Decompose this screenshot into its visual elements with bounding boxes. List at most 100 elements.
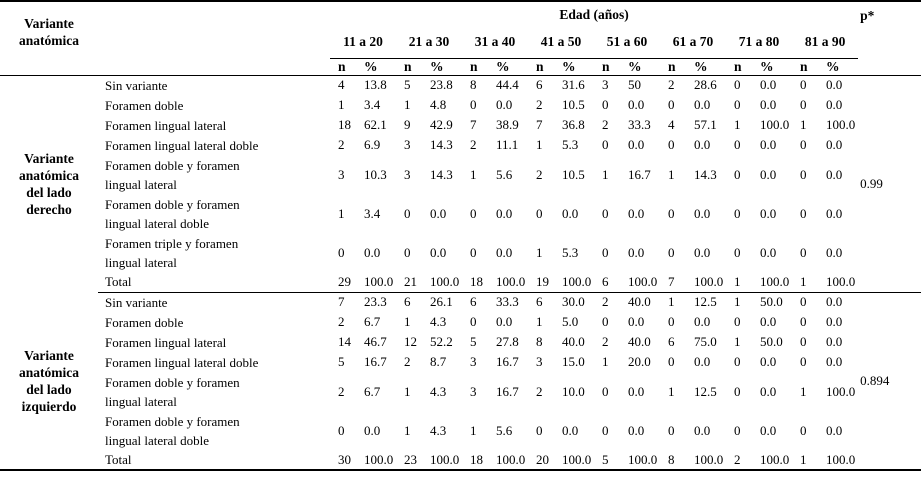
- pct-value-cell: 100.0: [558, 272, 594, 293]
- pct-value-cell: 10.5: [562, 166, 585, 182]
- n-value-cell: 0: [734, 77, 741, 93]
- n-value-cell: 1: [792, 272, 822, 293]
- age-range-header: 11 a 20: [330, 27, 396, 59]
- pct-value-cell: 0.0: [430, 244, 447, 260]
- pct-value-cell: 15.0: [562, 354, 585, 369]
- n-value-cell: 0: [668, 205, 675, 221]
- n-value-cell: 1: [668, 166, 675, 182]
- pct-value-cell: 0.0: [628, 422, 645, 438]
- variant-name-cell: Sin variante: [105, 294, 168, 310]
- n-value-cell: 0: [602, 205, 609, 221]
- n-value-cell: 0: [668, 314, 675, 329]
- n-value-cell: 0: [536, 422, 543, 438]
- pct-value-cell: 0.0: [760, 244, 777, 260]
- pct-value-cell: 100.0: [624, 272, 660, 293]
- pct-value-cell: 100.0: [822, 272, 859, 293]
- group-label: Variante anatómica del lado derecho: [19, 150, 79, 217]
- n-value-cell: 0: [734, 166, 741, 182]
- pct-value-cell: 3.4: [364, 97, 381, 112]
- pct-value-cell: 100.0: [562, 451, 592, 467]
- n-value-cell: 0: [668, 137, 675, 152]
- table-row: Foramen doble 1 3.4 1 4.8 0 0.0 2 10.5 0 0.0 0 0.0 0 0…: [0, 95, 921, 115]
- pct-value-cell: 0.0: [826, 422, 843, 438]
- n-value-cell: 3: [470, 354, 477, 369]
- n-value-cell: 0: [602, 137, 609, 152]
- corner-header-cell: Variante anatómica: [0, 1, 330, 76]
- pct-value-cell: 62.1: [364, 117, 387, 132]
- header-row-age-ranges: 11 a 20 21 a 30 31 a 40 41 a 50 51 a 60 61 a …: [0, 27, 921, 59]
- pct-value-cell: 100.0: [360, 272, 396, 293]
- n-value-cell: 1: [726, 272, 756, 293]
- pct-value-cell: 0.0: [760, 422, 777, 438]
- pct-sub-header: %: [426, 58, 462, 76]
- n-value-cell: 2: [338, 314, 345, 329]
- pct-value-cell: 100.0: [826, 451, 856, 467]
- pct-value-cell: 5.6: [496, 166, 513, 182]
- pct-value-cell: 100.0: [628, 451, 658, 467]
- pct-sub-header: %: [558, 58, 594, 76]
- pct-value-cell: 100.0: [826, 117, 856, 132]
- variant-name-cell: Foramen lingual lateral doble: [105, 137, 259, 153]
- n-value-cell: 1: [734, 334, 741, 349]
- n-sub-header: n: [726, 58, 756, 76]
- pct-value-cell: 50.0: [760, 294, 783, 310]
- n-value-cell: 5: [470, 334, 477, 349]
- table-row: Variante anatómica del lado izquierdo Sin…: [0, 292, 921, 471]
- pct-sub-header: %: [624, 58, 660, 76]
- p-column-header: p*: [858, 1, 921, 76]
- table-row: Foramen doble y foramen lingual lateral …: [0, 411, 921, 450]
- n-value-cell: 0: [800, 294, 807, 310]
- variant-name-cell: Foramen doble: [105, 314, 184, 330]
- n-value-cell: 0: [800, 422, 807, 438]
- pct-value-cell: 0.0: [694, 314, 711, 329]
- n-value-cell: 0: [404, 244, 411, 260]
- pct-value-cell: 0.0: [760, 77, 777, 93]
- n-value-cell: 0: [602, 244, 609, 260]
- pct-value-cell: 0.0: [694, 205, 711, 221]
- pct-value-cell: 0.0: [694, 354, 711, 369]
- n-value-cell: 9: [404, 117, 411, 132]
- pct-value-cell: 12.5: [694, 383, 717, 399]
- n-value-cell: 0: [800, 137, 807, 152]
- pct-value-cell: 0.0: [628, 137, 645, 152]
- pct-value-cell: 23.8: [430, 77, 453, 93]
- pct-value-cell: 4.8: [430, 97, 447, 112]
- pct-value-cell: 0.0: [760, 166, 777, 182]
- n-value-cell: 2: [668, 77, 675, 93]
- n-value-cell: 0: [602, 422, 609, 438]
- pct-value-cell: 0.0: [760, 354, 777, 369]
- n-value-cell: 0: [404, 205, 411, 221]
- variant-name-cell: Foramen lingual lateral: [105, 334, 227, 350]
- pct-value-cell: 6.7: [364, 314, 381, 329]
- pct-value-cell: 5.0: [562, 314, 579, 329]
- pct-value-cell: 100.0: [690, 272, 726, 293]
- pct-value-cell: 0.0: [826, 314, 843, 329]
- pct-value-cell: 57.1: [694, 117, 717, 132]
- age-range-header: 61 a 70: [660, 27, 726, 59]
- n-value-cell: 2: [734, 451, 741, 467]
- pct-value-cell: 23.3: [364, 294, 387, 310]
- pct-value-cell: 6.7: [364, 383, 381, 399]
- n-value-cell: 29: [330, 272, 360, 293]
- n-value-cell: 0: [734, 137, 741, 152]
- pct-value-cell: 46.7: [364, 334, 387, 349]
- pct-value-cell: 5.3: [562, 244, 579, 260]
- pct-value-cell: 100.0: [756, 272, 792, 293]
- pct-value-cell: 3.4: [364, 205, 381, 221]
- table-row: Foramen lingual lateral 14 46.7 12 52.2 5 27.8…: [0, 332, 921, 352]
- pct-value-cell: 0.0: [826, 205, 843, 221]
- pct-value-cell: 0.0: [496, 205, 513, 221]
- pct-value-cell: 33.3: [496, 294, 519, 310]
- pct-value-cell: 0.0: [826, 97, 843, 112]
- pct-value-cell: 100.0: [430, 451, 460, 467]
- table-row: Foramen lingual lateral 18 62.1 9 42.9 7 38.9 7…: [0, 115, 921, 135]
- pct-value-cell: 33.3: [628, 117, 651, 132]
- pct-value-cell: 0.0: [826, 354, 843, 369]
- n-value-cell: 12: [404, 334, 417, 349]
- n-value-cell: 1: [536, 314, 543, 329]
- table-row: Total 29 100.0 21 100.0 18 100.0 19 100.0 6 100.0 7…: [0, 272, 921, 293]
- pct-value-cell: 0.0: [826, 294, 843, 310]
- variant-name-cell: Foramen doble y foramen lingual lateral …: [105, 196, 240, 231]
- pct-value-cell: 0.0: [496, 244, 513, 260]
- n-value-cell: 1: [404, 314, 411, 329]
